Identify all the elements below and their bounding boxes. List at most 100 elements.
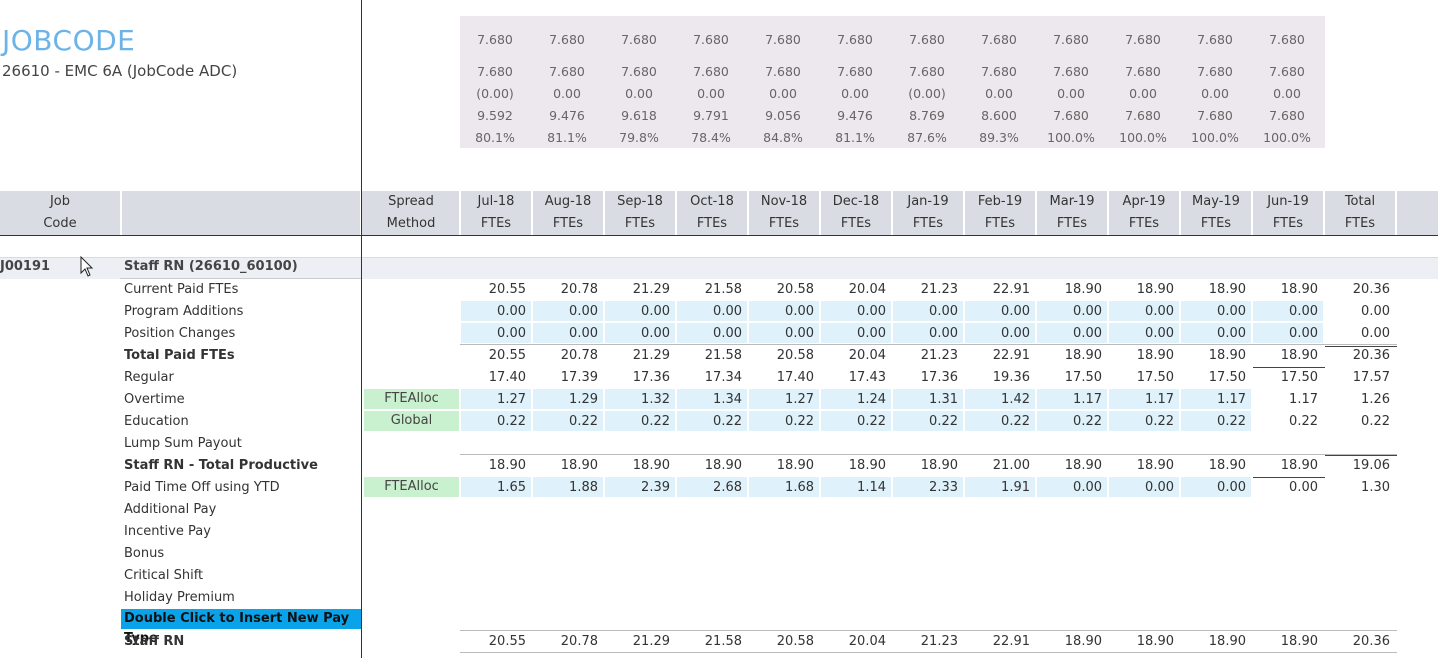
col-header-spread-method[interactable]: Spread Method (386, 194, 436, 231)
row-label[interactable]: Critical Shift (124, 568, 204, 583)
value-cell[interactable]: 1.68 (785, 480, 814, 495)
value-cell[interactable]: 0.22 (641, 414, 670, 429)
col-header-aug-18[interactable]: Aug-18 FTEs (544, 194, 592, 231)
col-header-feb-19[interactable]: Feb-19 FTEs (977, 194, 1023, 231)
spread-method-cell[interactable]: Global (364, 411, 459, 431)
row-label[interactable]: Current Paid FTEs (124, 282, 239, 297)
value-cell[interactable]: 0.00 (641, 326, 670, 341)
value-cell: 18.90 (1064, 282, 1102, 297)
value-cell[interactable]: 0.00 (785, 326, 814, 341)
value-cell[interactable]: 0.00 (1145, 304, 1174, 319)
value-cell[interactable]: 0.22 (857, 414, 886, 429)
value-cell[interactable]: 1.32 (641, 392, 670, 407)
value-cell[interactable]: 1.24 (857, 392, 886, 407)
value-cell[interactable]: 1.14 (857, 480, 886, 495)
group-name[interactable]: Staff RN (26610_60100) (124, 259, 298, 274)
row-label[interactable]: Regular (124, 370, 174, 385)
value-cell[interactable]: 0.00 (1145, 326, 1174, 341)
value-cell[interactable]: 2.39 (641, 480, 670, 495)
row-label[interactable]: Lump Sum Payout (124, 436, 242, 451)
value-cell[interactable]: 2.33 (929, 480, 958, 495)
value-cell[interactable]: 0.00 (497, 326, 526, 341)
value-cell[interactable]: 1.91 (1001, 480, 1030, 495)
insert-pay-type-button[interactable]: Double Click to Insert New Pay Type (121, 609, 362, 646)
spread-method-cell[interactable]: FTEAlloc (364, 477, 459, 497)
col-header-jan-19[interactable]: Jan-19 FTEs (907, 194, 949, 231)
value-cell[interactable]: 0.00 (929, 304, 958, 319)
col-header-jun-19[interactable]: Jun-19 FTEs (1267, 194, 1309, 231)
value-cell[interactable]: 0.00 (1217, 326, 1246, 341)
value-cell[interactable]: 1.29 (569, 392, 598, 407)
value-cell[interactable]: 1.27 (785, 392, 814, 407)
value-cell[interactable]: 0.00 (1073, 480, 1102, 495)
col-header-job-code[interactable]: Job Code (43, 194, 77, 231)
value-cell[interactable]: 0.00 (1073, 326, 1102, 341)
col-header-apr-19[interactable]: Apr-19 FTEs (1122, 194, 1166, 231)
col-header-nov-18[interactable]: Nov-18 FTEs (760, 194, 808, 231)
row-label[interactable]: Paid Time Off using YTD (124, 480, 280, 495)
group-job-code[interactable]: J00191 (0, 259, 51, 274)
row-label[interactable]: Total Paid FTEs (124, 348, 235, 363)
value-cell[interactable]: 0.00 (929, 326, 958, 341)
value-cell: 18.90 (1280, 634, 1318, 649)
value-cell[interactable]: 1.27 (497, 392, 526, 407)
row-label[interactable]: Education (124, 414, 189, 429)
value-cell[interactable]: 1.17 (1145, 392, 1174, 407)
input-cell-bg (1037, 477, 1107, 497)
row-label[interactable]: Additional Pay (124, 502, 217, 517)
value-cell[interactable]: 0.22 (497, 414, 526, 429)
summary-cell: 7.680 (909, 64, 945, 79)
row-label[interactable]: Incentive Pay (124, 524, 211, 539)
value-cell[interactable]: 0.22 (1217, 414, 1246, 429)
value-cell[interactable]: 0.00 (1217, 480, 1246, 495)
value-cell[interactable]: 0.00 (1145, 480, 1174, 495)
summary-cell: 7.680 (1269, 64, 1305, 79)
col-header-oct-18[interactable]: Oct-18 FTEs (690, 194, 734, 231)
value-cell[interactable]: 1.17 (1217, 392, 1246, 407)
value-cell[interactable]: 0.22 (785, 414, 814, 429)
value-cell[interactable]: 0.00 (1289, 304, 1318, 319)
row-label[interactable]: Overtime (124, 392, 185, 407)
value-cell[interactable]: 0.00 (569, 326, 598, 341)
value-cell[interactable]: 0.00 (857, 326, 886, 341)
col-header-dec-18[interactable]: Dec-18 FTEs (832, 194, 880, 231)
row-label[interactable]: Holiday Premium (124, 590, 235, 605)
col-header-total[interactable]: Total FTEs (1344, 194, 1376, 231)
value-cell[interactable]: 0.22 (713, 414, 742, 429)
value-cell[interactable]: 0.00 (497, 304, 526, 319)
value-cell[interactable]: 1.17 (1073, 392, 1102, 407)
row-label[interactable]: Staff RN (124, 634, 185, 649)
row-label[interactable]: Bonus (124, 546, 165, 561)
value-cell[interactable]: 0.00 (1001, 326, 1030, 341)
col-header-mar-19[interactable]: Mar-19 FTEs (1049, 194, 1095, 231)
value-cell[interactable]: 1.31 (929, 392, 958, 407)
value-cell[interactable]: 0.22 (1145, 414, 1174, 429)
value-cell[interactable]: 0.00 (569, 304, 598, 319)
value-cell[interactable]: 2.68 (713, 480, 742, 495)
row-label[interactable]: Staff RN - Total Productive (124, 458, 318, 473)
value-cell[interactable]: 0.00 (1289, 326, 1318, 341)
value-cell[interactable]: 0.00 (1217, 304, 1246, 319)
row-label[interactable]: Position Changes (124, 326, 236, 341)
value-cell[interactable]: 1.88 (569, 480, 598, 495)
value-cell[interactable]: 0.00 (713, 304, 742, 319)
value-cell[interactable]: 0.00 (1073, 304, 1102, 319)
value-cell[interactable]: 0.22 (1073, 414, 1102, 429)
value-cell[interactable]: 0.00 (1001, 304, 1030, 319)
row-label[interactable]: Program Additions (124, 304, 244, 319)
col-header-jul-18[interactable]: Jul-18 FTEs (477, 194, 515, 231)
value-cell[interactable]: 1.65 (497, 480, 526, 495)
value-cell[interactable]: 1.42 (1001, 392, 1030, 407)
summary-cell: 0.00 (769, 86, 797, 101)
spread-method-cell[interactable]: FTEAlloc (364, 389, 459, 409)
value-cell[interactable]: 0.22 (569, 414, 598, 429)
value-cell[interactable]: 0.00 (713, 326, 742, 341)
value-cell[interactable]: 0.22 (929, 414, 958, 429)
value-cell[interactable]: 1.34 (713, 392, 742, 407)
col-header-sep-18[interactable]: Sep-18 FTEs (617, 194, 663, 231)
value-cell[interactable]: 0.00 (785, 304, 814, 319)
col-header-may-19[interactable]: May-19 FTEs (1192, 194, 1240, 231)
value-cell[interactable]: 0.00 (857, 304, 886, 319)
value-cell[interactable]: 0.00 (641, 304, 670, 319)
value-cell[interactable]: 0.22 (1001, 414, 1030, 429)
